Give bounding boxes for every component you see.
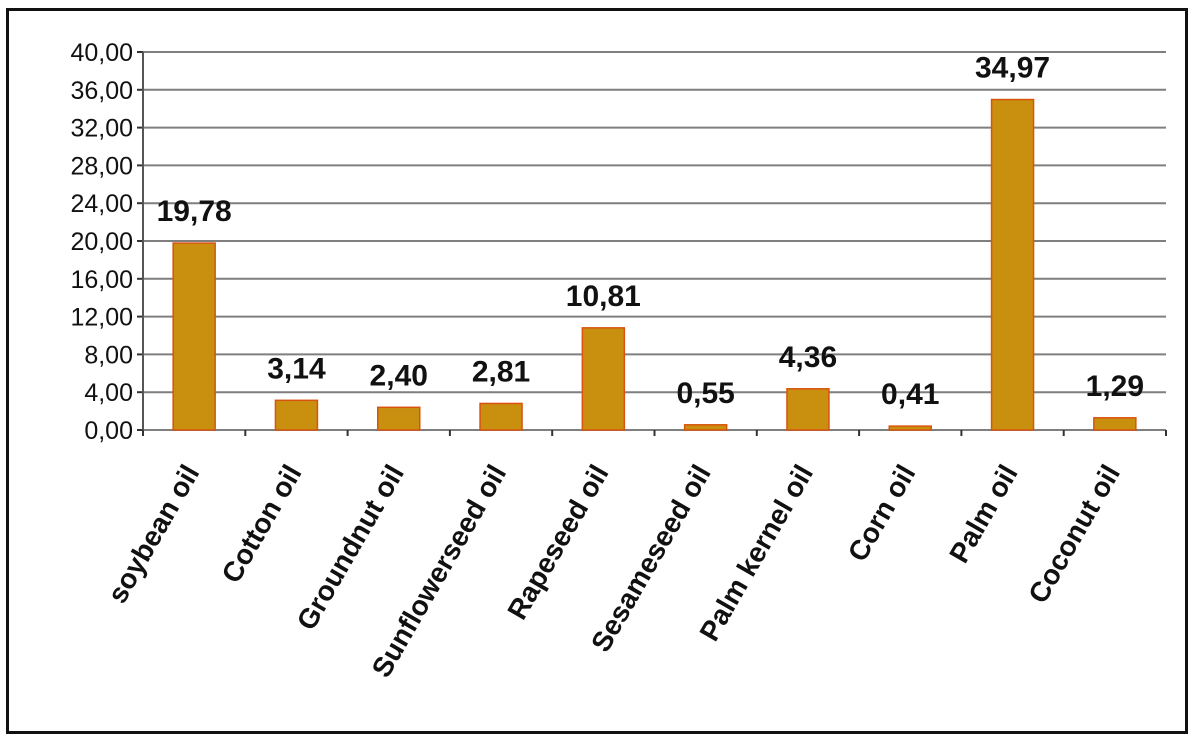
x-label-7: Corn oil: [842, 460, 922, 567]
bar-7: [888, 425, 932, 431]
bar-6: [786, 388, 830, 431]
y-tick-label: 28,00: [70, 152, 133, 180]
bar-1: [274, 399, 319, 431]
x-label-6: Palm kernel oil: [693, 460, 819, 647]
x-label-2: Groundnut oil: [291, 460, 410, 636]
bar-5: [683, 424, 728, 431]
data-label-6: 4,36: [779, 341, 837, 374]
x-label-0: soybean oil: [101, 460, 205, 609]
bar-8: [990, 98, 1035, 431]
data-label-1: 3,14: [267, 352, 326, 385]
y-tick-label: 20,00: [70, 228, 133, 256]
data-label-3: 2,81: [472, 355, 530, 388]
y-tick-label: 16,00: [70, 266, 133, 294]
x-label-1: Cotton oil: [215, 460, 307, 589]
bars: [172, 98, 1137, 431]
y-tick-label: 32,00: [70, 115, 133, 143]
y-tick-label: 0,00: [84, 417, 133, 445]
x-label-8: Palm oil: [943, 460, 1024, 568]
x-label-4: Rapeseed oil: [501, 460, 614, 625]
y-axis: 0,00 4,00 8,00 12,00 16,00 20,00 24,00 28,00 32,…: [70, 39, 1167, 445]
y-tick-label: 12,00: [70, 304, 133, 332]
data-label-5: 0,55: [676, 377, 734, 410]
bar-2: [377, 406, 421, 431]
y-tick-label: 24,00: [70, 190, 133, 218]
y-tick-label: 8,00: [84, 341, 133, 369]
y-tick-label: 40,00: [70, 39, 133, 67]
x-label-9: Coconut oil: [1022, 460, 1126, 609]
data-label-2: 2,40: [370, 359, 428, 392]
data-label-8: 34,97: [975, 52, 1050, 85]
data-label-7: 0,41: [881, 378, 939, 411]
data-label-9: 1,29: [1086, 370, 1144, 403]
data-label-0: 19,78: [157, 195, 232, 228]
bar-9: [1093, 417, 1137, 431]
bar-0: [172, 242, 216, 431]
data-labels: 19,78 3,14 2,40 2,81 10,81 0,55 4,36 0,41 34,97 1…: [157, 52, 1144, 412]
y-tick-label: 36,00: [70, 77, 133, 105]
bar-3: [479, 402, 523, 431]
data-label-4: 10,81: [566, 280, 641, 313]
y-tick-label: 4,00: [84, 379, 133, 407]
bar-4: [581, 327, 626, 431]
